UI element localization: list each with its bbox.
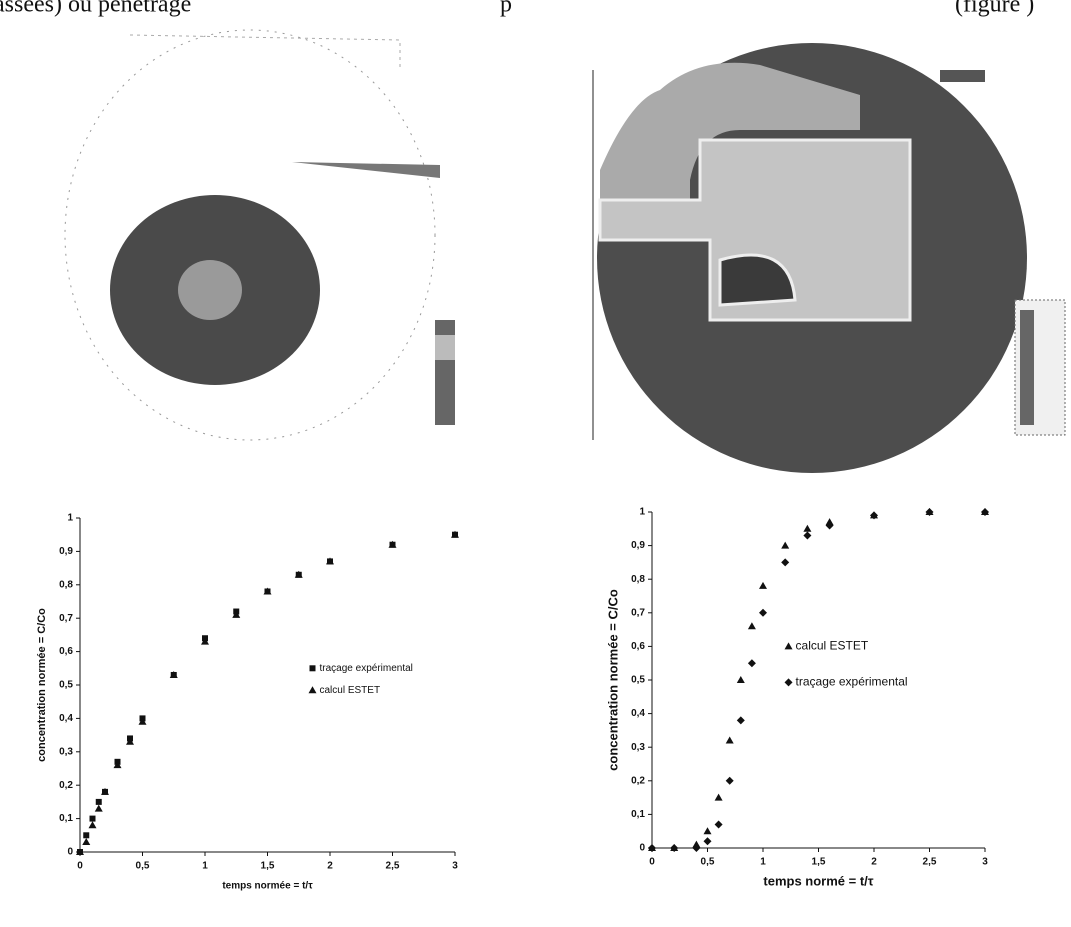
y-axis-label: concentration normée = C/Co bbox=[36, 608, 48, 762]
data-point bbox=[89, 821, 97, 828]
colour-legend bbox=[1020, 310, 1034, 425]
x-tick-label: 1,5 bbox=[812, 857, 826, 868]
x-tick-label: 3 bbox=[452, 861, 458, 872]
y-tick-label: 0,8 bbox=[631, 574, 645, 585]
x-tick-label: 2,5 bbox=[386, 861, 400, 872]
y-tick-label: 0,4 bbox=[59, 713, 73, 724]
legend-marker bbox=[785, 678, 793, 686]
header-text: assées) ou pénétrage bbox=[0, 0, 191, 18]
x-tick-label: 0,5 bbox=[136, 861, 150, 872]
y-tick-label: 0,3 bbox=[631, 742, 645, 753]
y-tick-label: 0,9 bbox=[631, 540, 645, 551]
legend-label: calcul ESTET bbox=[320, 685, 381, 696]
data-point bbox=[748, 659, 756, 667]
y-tick-label: 0 bbox=[67, 847, 73, 858]
y-tick-label: 0,5 bbox=[631, 675, 645, 686]
legend-marker bbox=[309, 686, 317, 693]
colour-legend bbox=[435, 335, 455, 360]
y-tick-label: 0,7 bbox=[631, 607, 645, 618]
y-tick-label: 0,2 bbox=[631, 775, 645, 786]
data-point bbox=[803, 525, 811, 532]
legend-label: calcul ESTET bbox=[796, 639, 869, 653]
y-tick-label: 0,6 bbox=[59, 646, 73, 657]
x-tick-label: 2 bbox=[327, 861, 333, 872]
data-point bbox=[726, 777, 734, 785]
data-point bbox=[737, 676, 745, 683]
header-text: (figure ) bbox=[955, 0, 1034, 18]
data-point bbox=[759, 582, 767, 589]
x-tick-label: 1 bbox=[760, 857, 766, 868]
y-tick-label: 0,1 bbox=[631, 809, 645, 820]
legend-label: traçage expérimental bbox=[796, 675, 908, 689]
data-point bbox=[715, 794, 723, 801]
y-tick-label: 0,2 bbox=[59, 780, 73, 791]
data-point bbox=[692, 844, 700, 852]
data-point bbox=[83, 832, 89, 838]
x-tick-label: 0 bbox=[649, 857, 655, 868]
data-point bbox=[737, 716, 745, 724]
data-point bbox=[781, 558, 789, 566]
y-tick-label: 0,4 bbox=[631, 708, 645, 719]
data-point bbox=[748, 622, 756, 629]
contour-line bbox=[130, 35, 400, 70]
legend-label: traçage expérimental bbox=[320, 663, 413, 674]
x-axis-label: temps normée = t/τ bbox=[222, 881, 313, 892]
legend-marker bbox=[310, 665, 316, 671]
data-point bbox=[781, 542, 789, 549]
y-tick-label: 0,1 bbox=[59, 813, 73, 824]
y-tick-label: 1 bbox=[639, 507, 645, 518]
data-point bbox=[96, 799, 102, 805]
x-tick-label: 1 bbox=[202, 861, 208, 872]
contour-plot-left bbox=[65, 30, 455, 440]
y-tick-label: 0 bbox=[639, 843, 645, 854]
x-tick-label: 2 bbox=[871, 857, 877, 868]
data-point bbox=[704, 827, 712, 834]
contour-region bbox=[178, 260, 242, 320]
y-tick-label: 0,3 bbox=[59, 746, 73, 757]
header-text: p bbox=[500, 0, 512, 18]
y-tick-label: 1 bbox=[67, 513, 73, 524]
x-tick-label: 0 bbox=[77, 861, 83, 872]
y-axis-label: concentration normée = C/Co bbox=[605, 589, 620, 771]
contour-plot-right bbox=[593, 43, 1065, 473]
x-tick-label: 0,5 bbox=[701, 857, 715, 868]
data-point bbox=[704, 837, 712, 845]
legend-marker bbox=[785, 642, 793, 649]
x-tick-label: 1,5 bbox=[261, 861, 275, 872]
page: assées) ou pénétrage p (figure ) 0 0,1 0,2… bbox=[0, 0, 1071, 927]
data-point bbox=[826, 521, 834, 529]
data-point bbox=[759, 609, 767, 617]
data-point bbox=[803, 532, 811, 540]
data-point bbox=[715, 820, 723, 828]
x-tick-label: 3 bbox=[982, 857, 988, 868]
y-tick-label: 0,7 bbox=[59, 613, 73, 624]
y-tick-label: 0,9 bbox=[59, 546, 73, 557]
x-tick-label: 2,5 bbox=[923, 857, 937, 868]
contour-region bbox=[940, 70, 985, 82]
y-tick-label: 0,5 bbox=[59, 680, 73, 691]
data-point bbox=[95, 805, 103, 812]
y-tick-label: 0,6 bbox=[631, 641, 645, 652]
data-point bbox=[90, 816, 96, 822]
y-tick-label: 0,8 bbox=[59, 579, 73, 590]
x-axis-label: temps normé = t/τ bbox=[763, 873, 873, 888]
contour-region bbox=[292, 162, 440, 178]
data-point bbox=[82, 838, 90, 845]
data-point bbox=[726, 736, 734, 743]
